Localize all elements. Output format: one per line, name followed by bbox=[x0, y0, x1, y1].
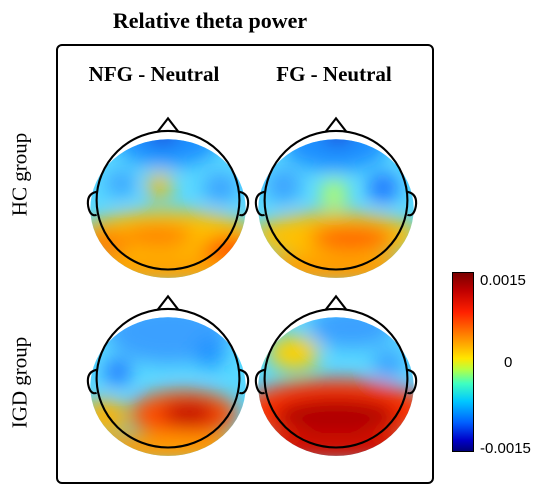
colorbar-min-label: -0.0015 bbox=[480, 440, 531, 457]
row-title-igd-group: IGD group bbox=[8, 303, 33, 463]
row-title-hc-group: HC group bbox=[8, 95, 33, 255]
column-title-nfg-neutral: NFG - Neutral bbox=[64, 62, 244, 87]
topomap-igd-nfg-neutral bbox=[84, 290, 252, 458]
colorbar bbox=[452, 272, 474, 452]
colorbar-mid-label: 0 bbox=[504, 354, 512, 371]
figure-title: Relative theta power bbox=[0, 8, 420, 34]
colorbar-max-label: 0.0015 bbox=[480, 272, 526, 289]
topomap-hc-fg-neutral bbox=[252, 112, 420, 280]
topomap-hc-nfg-neutral bbox=[84, 112, 252, 280]
column-title-fg-neutral: FG - Neutral bbox=[244, 62, 424, 87]
topomap-igd-fg-neutral bbox=[252, 290, 420, 458]
